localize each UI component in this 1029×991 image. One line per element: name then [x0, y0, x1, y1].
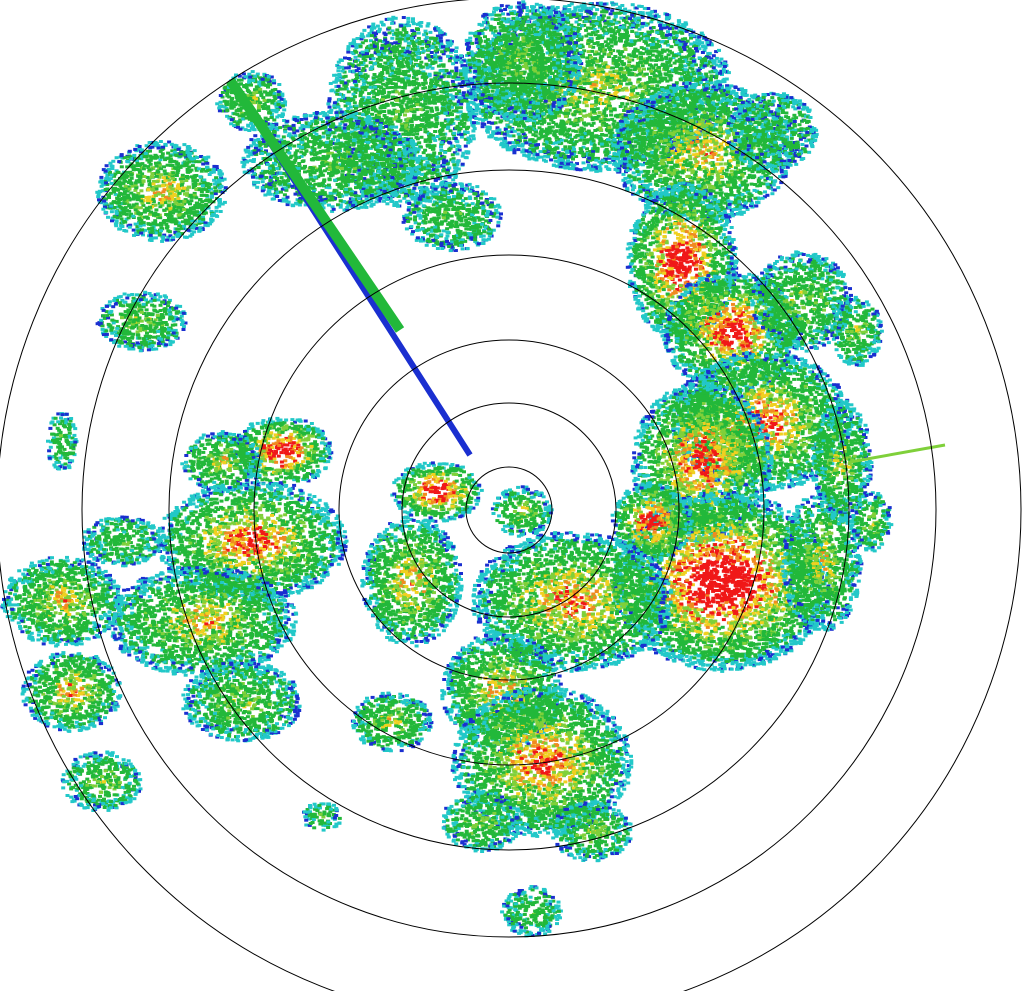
range-ring-2 — [401, 402, 617, 618]
range-ring-1 — [465, 466, 553, 554]
range-ring-4 — [253, 254, 765, 766]
range-ring-6 — [81, 82, 937, 938]
range-ring-3 — [338, 339, 680, 681]
precipitation-echoes — [0, 0, 946, 938]
range-ring-5 — [168, 169, 850, 851]
